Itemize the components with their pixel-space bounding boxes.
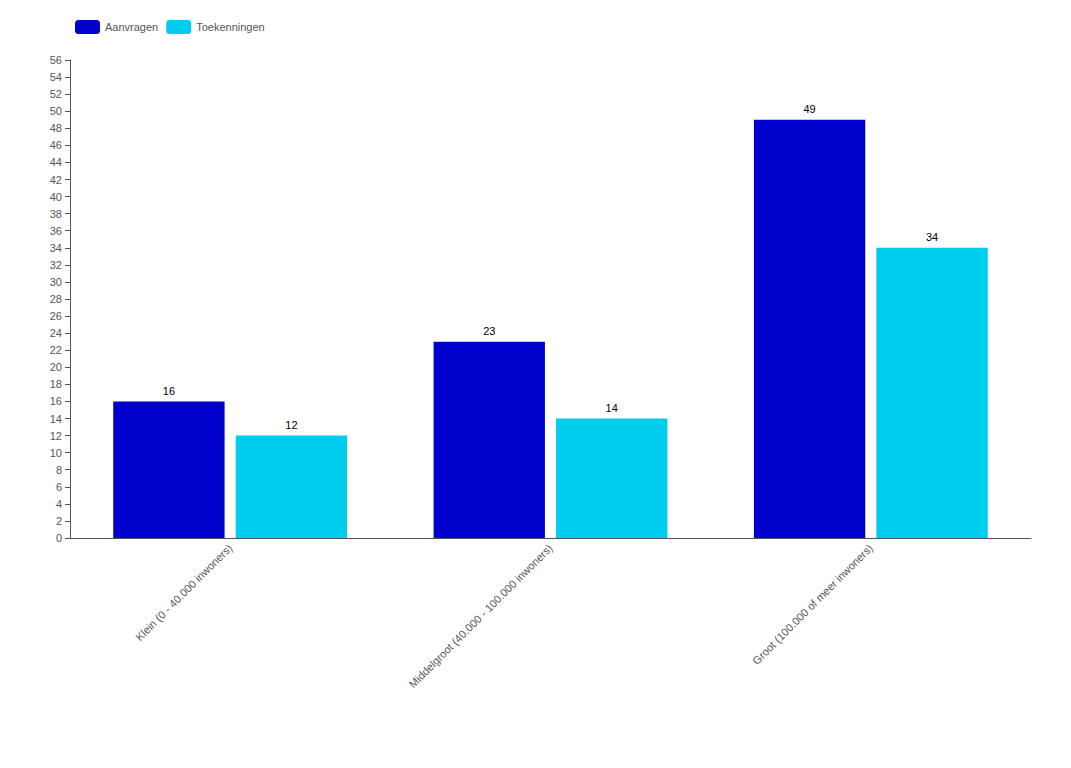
svg-text:Middelgroot (40.000 - 100.000: Middelgroot (40.000 - 100.000 inwoners) [406,542,554,690]
svg-text:23: 23 [483,325,495,337]
svg-text:6: 6 [56,481,62,493]
svg-text:0: 0 [56,532,62,544]
svg-text:12: 12 [50,430,62,442]
svg-text:36: 36 [50,225,62,237]
svg-text:12: 12 [285,419,297,431]
svg-text:50: 50 [50,105,62,117]
svg-text:48: 48 [50,122,62,134]
svg-text:Klein (0 - 40.000 inwoners): Klein (0 - 40.000 inwoners) [133,542,234,643]
svg-text:52: 52 [50,88,62,100]
svg-text:Aanvragen: Aanvragen [105,21,158,33]
svg-text:4: 4 [56,498,62,510]
svg-text:14: 14 [50,413,62,425]
svg-text:42: 42 [50,174,62,186]
svg-text:44: 44 [50,156,62,168]
svg-text:34: 34 [50,242,62,254]
svg-text:49: 49 [803,103,815,115]
svg-text:40: 40 [50,191,62,203]
svg-text:2: 2 [56,515,62,527]
svg-text:Groot (100.000 of meer inwoner: Groot (100.000 of meer inwoners) [750,542,875,667]
svg-text:34: 34 [926,231,938,243]
svg-text:20: 20 [50,361,62,373]
svg-text:16: 16 [50,395,62,407]
svg-text:18: 18 [50,378,62,390]
svg-text:30: 30 [50,276,62,288]
svg-text:46: 46 [50,139,62,151]
svg-text:16: 16 [163,385,175,397]
svg-text:38: 38 [50,208,62,220]
svg-text:24: 24 [50,327,62,339]
svg-text:32: 32 [50,259,62,271]
svg-text:28: 28 [50,293,62,305]
svg-text:14: 14 [606,402,618,414]
svg-text:22: 22 [50,344,62,356]
svg-text:26: 26 [50,310,62,322]
svg-text:56: 56 [50,54,62,66]
svg-text:8: 8 [56,464,62,476]
svg-text:Toekenningen: Toekenningen [196,21,265,33]
svg-text:10: 10 [50,447,62,459]
svg-text:54: 54 [50,71,62,83]
